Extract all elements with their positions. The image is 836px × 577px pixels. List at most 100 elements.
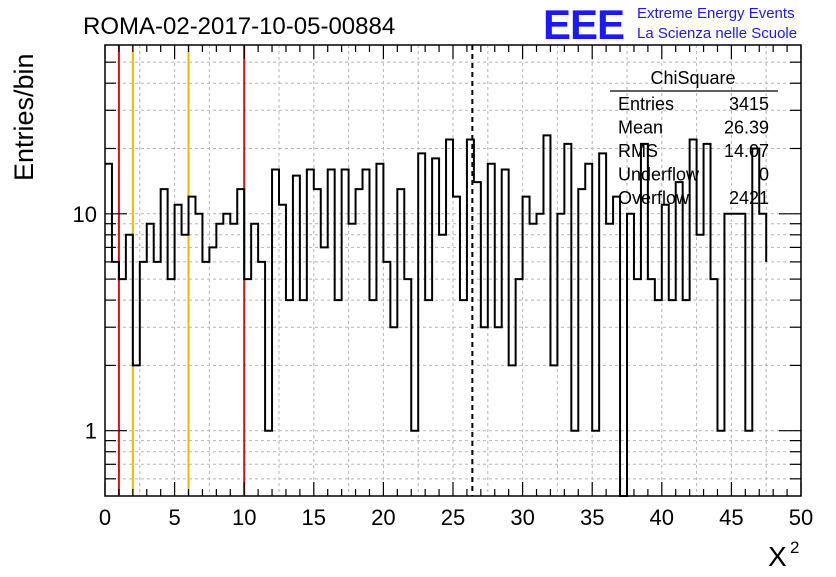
histogram-bar (697, 235, 704, 496)
x-tick-label: 20 (371, 505, 395, 530)
x-tick-label: 30 (510, 505, 534, 530)
histogram-bar (404, 279, 411, 496)
histogram-bar (738, 214, 745, 496)
stats-label: Overflow (618, 188, 690, 208)
x-tick-label: 0 (99, 505, 111, 530)
histogram-bar (704, 144, 711, 496)
histogram-bar (585, 164, 592, 496)
histogram-bar (279, 205, 286, 496)
histogram-bar (648, 279, 655, 496)
histogram-bar (717, 431, 724, 496)
histogram-bar (606, 224, 613, 496)
y-tick-label: 1 (85, 419, 97, 444)
stats-label: Underflow (618, 165, 700, 185)
histogram-bar (578, 189, 585, 496)
histogram-bar (745, 431, 752, 496)
histogram-bar (376, 164, 383, 496)
y-tick-label: 10 (73, 202, 97, 227)
histogram-bar (154, 262, 161, 496)
histogram-bar (523, 197, 530, 496)
histogram-bar (251, 224, 258, 496)
chart-title: ROMA-02-2017-10-05-00884 (83, 13, 395, 40)
stats-label: RMS (618, 141, 658, 161)
x-axis-label-main: X (768, 541, 787, 572)
logo-line-2: La Scienza nelle Scuole (637, 25, 797, 42)
histogram-outline (105, 134, 768, 497)
histogram-bar (530, 224, 537, 496)
histogram-bar (369, 300, 376, 496)
histogram-bar (488, 164, 495, 496)
histogram-bar (265, 431, 272, 496)
histogram-bar (690, 140, 697, 496)
x-tick-label: 25 (441, 505, 465, 530)
histogram-bar (627, 214, 634, 496)
histogram-bar (383, 262, 390, 496)
histogram-bar (592, 431, 599, 496)
stats-value: 2421 (729, 188, 769, 208)
histogram-bar (223, 214, 230, 496)
stats-value: 0 (759, 165, 769, 185)
histogram-bar (293, 176, 300, 496)
histogram-bars (105, 134, 768, 497)
axis-ticks: 0 5 10 15 20 25 30 35 40 45 50 1 10 (73, 45, 813, 530)
histogram-bar (571, 431, 578, 496)
histogram-bar (230, 224, 237, 496)
histogram-bar (119, 279, 126, 496)
histogram-bar (175, 205, 182, 496)
histogram-bar (537, 214, 544, 496)
histogram-bar (328, 170, 335, 496)
histogram-bar (669, 300, 676, 496)
histogram-bar (495, 327, 502, 496)
histogram-bar (335, 300, 342, 496)
histogram-bar (453, 197, 460, 496)
histogram-bar (161, 189, 168, 496)
histogram-bar (564, 144, 571, 496)
histogram-bar (759, 214, 766, 496)
histogram-bar (195, 214, 202, 496)
histogram-bar (418, 153, 425, 496)
histogram-bar (112, 262, 119, 496)
histogram-bar (397, 189, 404, 496)
histogram-bar (182, 235, 189, 496)
histogram-bar (349, 224, 356, 496)
histogram-bar (300, 300, 307, 496)
histogram-bar (307, 170, 314, 496)
x-axis-label: X 2 (768, 538, 799, 572)
histogram-bar (460, 300, 467, 496)
histogram-bar (321, 247, 328, 496)
x-tick-label: 10 (232, 505, 256, 530)
histogram-bar (731, 214, 738, 496)
eee-logo: EEE Extreme Energy Events La Scienza nel… (543, 1, 797, 48)
histogram-bar (439, 235, 446, 496)
logo-mark: EEE (543, 1, 624, 48)
x-tick-label: 45 (719, 505, 743, 530)
histogram-bar (314, 189, 321, 496)
histogram-bar (390, 327, 397, 496)
histogram-bar (202, 262, 209, 496)
histogram-bar (599, 153, 606, 496)
histogram-bar (474, 182, 481, 496)
x-tick-label: 50 (789, 505, 813, 530)
histogram-bar (244, 279, 251, 496)
histogram-bar (509, 365, 516, 496)
histogram-bar (467, 140, 474, 496)
histogram-bar (432, 158, 439, 496)
histogram-bar (655, 300, 662, 496)
logo-line-1: Extreme Energy Events (637, 5, 795, 22)
histogram-bar (189, 197, 196, 496)
histogram-bar (676, 182, 683, 496)
x-tick-label: 40 (650, 505, 674, 530)
x-tick-label: 15 (302, 505, 326, 530)
y-axis-label: Entries/bin (9, 53, 39, 181)
histogram-bar (516, 279, 523, 496)
histogram-bar (502, 170, 509, 496)
histogram-bar (481, 327, 488, 496)
histogram-bar (126, 235, 133, 496)
x-tick-label: 35 (580, 505, 604, 530)
stats-value: 3415 (729, 94, 769, 114)
histogram-bar (272, 170, 279, 496)
histogram-bar (342, 170, 349, 496)
histogram-bar (286, 300, 293, 496)
histogram-bar (140, 262, 147, 496)
